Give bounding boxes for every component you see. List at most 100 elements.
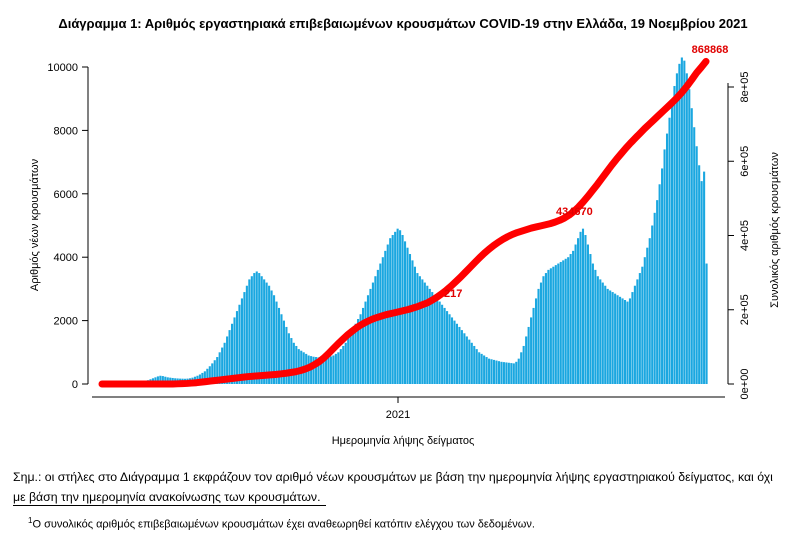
bar [579,232,581,384]
bar [406,248,408,384]
bar [641,267,643,384]
bar [528,327,530,384]
bar [602,283,604,384]
bar [444,308,446,384]
bar [550,268,552,384]
bar [243,292,245,384]
bar [691,108,693,384]
bar [664,149,666,384]
bar [547,270,549,384]
bar [327,357,329,384]
bar [644,257,646,384]
bar [409,254,411,384]
bar [617,295,619,384]
bar [567,257,569,384]
bar [678,64,680,384]
bar [500,362,502,384]
bar [362,308,364,384]
bar [416,273,418,384]
bar [683,61,685,384]
y2-tick-label: 0e+00 [739,369,751,400]
bar [330,356,332,384]
y2-axis-label: Συνολικός αριθμός κρουσμάτων [769,152,781,308]
bar [483,355,485,384]
bar [552,267,554,384]
bar [656,200,658,384]
bar [488,359,490,384]
bar [696,146,698,384]
bar [399,230,401,384]
bar [473,346,475,384]
bar [523,346,525,384]
bar [342,346,344,384]
bar [681,57,683,384]
bar [676,73,678,384]
bar [575,245,577,384]
bar [651,226,653,385]
chart: Διάγραμμα 1: Αριθμός εργαστηριακά επιβεβ… [0,0,806,460]
bar [271,290,273,384]
y-tick-label: 6000 [54,189,78,201]
bar [631,292,633,384]
bar [599,279,601,384]
bar [453,321,455,384]
bar [649,238,651,384]
bar [703,172,705,384]
bar [441,305,443,384]
bar [471,343,473,384]
bar [604,286,606,384]
bar [498,361,500,384]
bar [673,86,675,384]
bar [261,276,263,384]
bar [251,276,253,384]
bar [607,289,609,384]
y-tick-label: 8000 [54,125,78,137]
bar [463,333,465,384]
bar [646,248,648,384]
bar [515,362,517,384]
bar [486,357,488,384]
bar [557,264,559,384]
bar [525,336,527,384]
bar [456,324,458,384]
footnote-revision: 1Ο συνολικός αριθμός επιβεβαιωμένων κρου… [28,511,535,535]
bar [446,311,448,384]
bar [434,295,436,384]
bar [589,254,591,384]
bar [701,181,703,384]
bar [540,283,542,384]
bar [562,260,564,384]
bar [594,270,596,384]
bar [698,165,700,384]
bar [347,338,349,384]
bar [266,283,268,384]
bar [513,363,515,384]
y2-tick-label: 4e+05 [739,220,751,251]
bar-series [100,57,708,384]
bar [668,118,670,384]
bar [666,134,668,384]
bar [352,329,354,384]
bar [256,271,258,384]
footnote-main: Σημ.: οι στήλες στο Διάγραμμα 1 εκφράζου… [13,467,773,507]
bar [394,232,396,384]
footnote-line-1: Σημ.: οι στήλες στο Διάγραμμα 1 εκφράζου… [13,467,773,487]
bar [335,354,337,384]
footnote-line-2: με βάση την ημερομηνία ανακοίνωσης των κ… [13,487,773,507]
bar [693,127,695,384]
bar [659,184,661,384]
bar [367,295,369,384]
bar [661,168,663,384]
bar [258,273,260,384]
bar [510,363,512,384]
chart-title: Διάγραμμα 1: Αριθμός εργαστηριακά επιβεβ… [58,16,747,31]
x-tick-label: 2021 [386,409,410,421]
bar [587,245,589,384]
bar [622,298,624,384]
bar [263,279,265,384]
bar [493,360,495,384]
bar [533,308,535,384]
bar [273,295,275,384]
y-tick-label: 4000 [54,252,78,264]
bar [451,317,453,384]
